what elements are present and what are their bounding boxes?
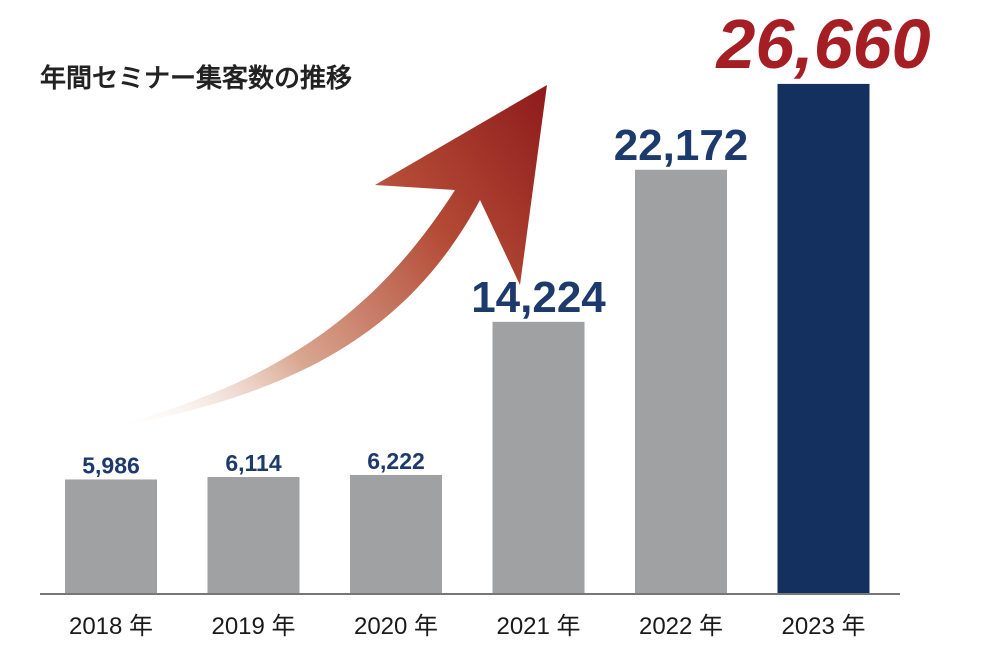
value-label-5: 26,660 — [714, 5, 930, 83]
bar-group — [65, 83, 870, 594]
bar-3 — [492, 321, 585, 594]
bar-5 — [777, 83, 870, 594]
category-label-1: 2019 年 — [211, 613, 295, 640]
category-label-group: 2018 年 2019 年 2020 年 2021 年 2022 年 2023 年 — [69, 613, 866, 640]
value-label-1: 6,114 — [225, 450, 281, 476]
value-label-0: 5,986 — [82, 452, 140, 478]
category-label-3: 2021 年 — [496, 613, 580, 640]
value-label-3: 14,224 — [471, 273, 606, 322]
category-label-4: 2022 年 — [639, 613, 723, 640]
bar-4 — [635, 169, 727, 594]
bar-2 — [350, 474, 442, 594]
bar-1 — [207, 477, 300, 594]
value-label-2: 6,222 — [367, 448, 425, 474]
value-label-4: 22,172 — [614, 121, 749, 170]
value-label-group: 5,986 6,114 6,222 14,224 22,172 26,660 — [82, 5, 930, 479]
category-label-0: 2018 年 — [69, 613, 153, 640]
category-label-5: 2023 年 — [781, 613, 865, 640]
category-label-2: 2020 年 — [354, 613, 438, 640]
bar-0 — [65, 479, 157, 594]
chart-title: 年間セミナー集客数の推移 — [40, 63, 352, 94]
trend-arrow-icon — [100, 85, 547, 430]
